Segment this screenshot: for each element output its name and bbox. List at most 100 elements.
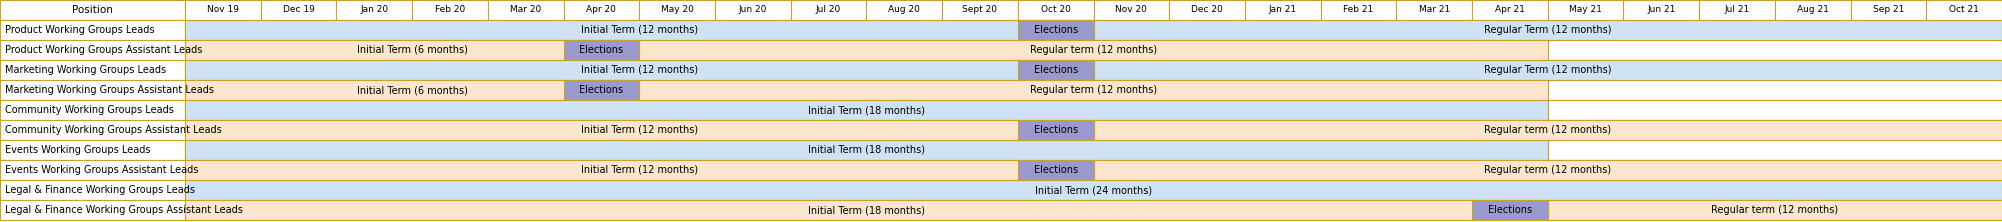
Text: Initial Term (18 months): Initial Term (18 months) (809, 105, 925, 115)
Text: Apr 21: Apr 21 (1495, 6, 1526, 14)
Text: Jun 20: Jun 20 (739, 6, 767, 14)
Bar (0, 80, 184, 100)
Bar (184, 0, 260, 20)
Bar (0, 100, 184, 120)
Bar (184, 80, 2002, 100)
Text: Initial Term (12 months): Initial Term (12 months) (581, 165, 699, 175)
Text: Events Working Groups Leads: Events Working Groups Leads (4, 145, 150, 155)
Text: Sept 20: Sept 20 (963, 6, 997, 14)
Bar (1093, 120, 2002, 140)
Bar (1776, 0, 1850, 20)
Bar (1471, 0, 1548, 20)
Text: Jun 21: Jun 21 (1648, 6, 1676, 14)
Text: Marketing Working Groups Assistant Leads: Marketing Working Groups Assistant Leads (4, 85, 214, 95)
Bar (184, 100, 2002, 120)
Bar (1017, 0, 1093, 20)
Text: Elections: Elections (579, 85, 623, 95)
Text: Elections: Elections (1487, 205, 1532, 215)
Text: Nov 19: Nov 19 (206, 6, 238, 14)
Text: Regular Term (12 months): Regular Term (12 months) (1483, 65, 1612, 75)
Bar (184, 200, 2002, 220)
Text: Elections: Elections (1033, 165, 1077, 175)
Text: Feb 20: Feb 20 (434, 6, 464, 14)
Text: Mar 20: Mar 20 (511, 6, 541, 14)
Text: Position: Position (72, 5, 112, 15)
Bar (184, 140, 2002, 160)
Bar (184, 120, 1093, 140)
Bar (1624, 0, 1700, 20)
Bar (184, 120, 2002, 140)
Bar (184, 60, 2002, 80)
Bar (1017, 160, 1093, 180)
Text: Elections: Elections (1033, 125, 1077, 135)
Bar (184, 100, 1548, 120)
Text: Oct 20: Oct 20 (1041, 6, 1071, 14)
Text: Legal & Finance Working Groups Leads: Legal & Finance Working Groups Leads (4, 185, 194, 195)
Text: Jan 20: Jan 20 (360, 6, 388, 14)
Text: Regular term (12 months): Regular term (12 months) (1712, 205, 1838, 215)
Bar (563, 80, 639, 100)
Bar (1395, 0, 1471, 20)
Bar (184, 60, 1093, 80)
Text: Jan 21: Jan 21 (1269, 6, 1297, 14)
Text: Dec 20: Dec 20 (1191, 6, 1223, 14)
Bar (715, 0, 791, 20)
Bar (488, 0, 563, 20)
Text: Sep 21: Sep 21 (1872, 6, 1904, 14)
Text: Initial Term (18 months): Initial Term (18 months) (809, 145, 925, 155)
Bar (1017, 120, 1093, 140)
Text: Regular term (12 months): Regular term (12 months) (1029, 45, 1157, 55)
Bar (0, 20, 184, 40)
Bar (639, 40, 1548, 60)
Bar (1321, 0, 1395, 20)
Bar (184, 180, 2002, 200)
Text: Events Working Groups Assistant Leads: Events Working Groups Assistant Leads (4, 165, 198, 175)
Bar (1169, 0, 1245, 20)
Bar (1093, 60, 2002, 80)
Text: Legal & Finance Working Groups Assistant Leads: Legal & Finance Working Groups Assistant… (4, 205, 242, 215)
Bar (0, 0, 184, 20)
Text: Dec 19: Dec 19 (282, 6, 314, 14)
Text: Jul 21: Jul 21 (1724, 6, 1750, 14)
Bar (563, 40, 639, 60)
Text: Product Working Groups Assistant Leads: Product Working Groups Assistant Leads (4, 45, 202, 55)
Bar (639, 80, 1548, 100)
Bar (1017, 20, 1093, 40)
Text: Initial Term (12 months): Initial Term (12 months) (581, 125, 699, 135)
Text: Feb 21: Feb 21 (1343, 6, 1373, 14)
Bar (0, 60, 184, 80)
Text: Regular Term (12 months): Regular Term (12 months) (1483, 25, 1612, 35)
Text: Initial Term (12 months): Initial Term (12 months) (581, 65, 699, 75)
Bar (1093, 20, 2002, 40)
Text: Elections: Elections (579, 45, 623, 55)
Text: Initial Term (18 months): Initial Term (18 months) (809, 205, 925, 215)
Bar (184, 40, 2002, 60)
Bar (1926, 0, 2002, 20)
Bar (184, 160, 1093, 180)
Bar (184, 140, 1548, 160)
Bar (0, 140, 184, 160)
Bar (336, 0, 412, 20)
Text: Aug 21: Aug 21 (1796, 6, 1828, 14)
Bar (184, 80, 639, 100)
Text: Community Working Groups Assistant Leads: Community Working Groups Assistant Leads (4, 125, 222, 135)
Bar (1017, 60, 1093, 80)
Bar (0, 120, 184, 140)
Bar (1245, 0, 1321, 20)
Text: Community Working Groups Leads: Community Working Groups Leads (4, 105, 174, 115)
Bar (184, 200, 1548, 220)
Bar (1093, 160, 2002, 180)
Text: Mar 21: Mar 21 (1419, 6, 1449, 14)
Bar (0, 180, 184, 200)
Bar (1700, 0, 1776, 20)
Text: May 21: May 21 (1570, 6, 1602, 14)
Bar (184, 20, 2002, 40)
Bar (0, 160, 184, 180)
Text: Elections: Elections (1033, 65, 1077, 75)
Text: May 20: May 20 (661, 6, 693, 14)
Text: Aug 20: Aug 20 (889, 6, 921, 14)
Text: Marketing Working Groups Leads: Marketing Working Groups Leads (4, 65, 166, 75)
Bar (260, 0, 336, 20)
Text: Initial Term (6 months): Initial Term (6 months) (356, 45, 468, 55)
Bar (184, 160, 2002, 180)
